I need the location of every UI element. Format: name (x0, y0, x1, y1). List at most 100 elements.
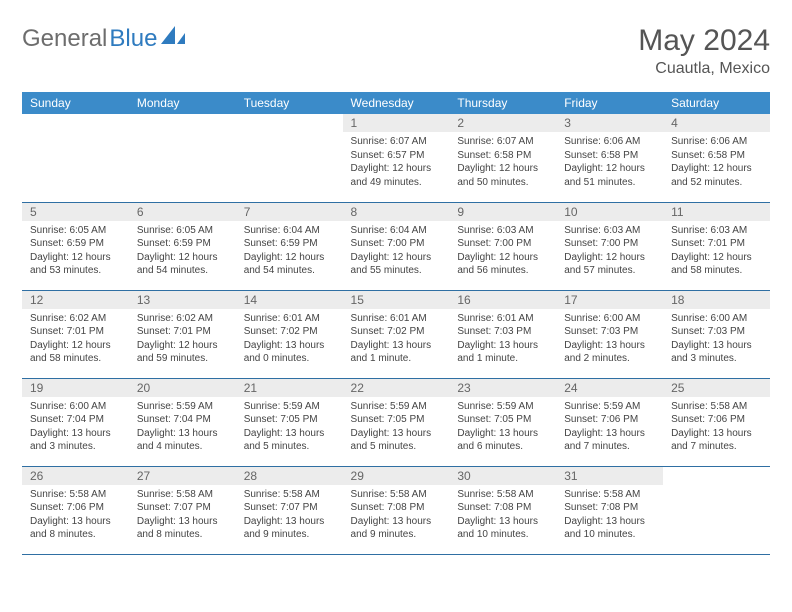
calendar-week-row: 26Sunrise: 5:58 AMSunset: 7:06 PMDayligh… (22, 466, 770, 554)
calendar-week-row: 12Sunrise: 6:02 AMSunset: 7:01 PMDayligh… (22, 290, 770, 378)
day-number: 13 (129, 291, 236, 309)
day-number: 11 (663, 203, 770, 221)
day-number: 5 (22, 203, 129, 221)
calendar-day-cell: 30Sunrise: 5:58 AMSunset: 7:08 PMDayligh… (449, 466, 556, 554)
day-info: Sunrise: 6:06 AMSunset: 6:58 PMDaylight:… (556, 132, 663, 193)
day-info: Sunrise: 6:02 AMSunset: 7:01 PMDaylight:… (22, 309, 129, 370)
day-info: Sunrise: 6:03 AMSunset: 7:00 PMDaylight:… (556, 221, 663, 282)
day-info: Sunrise: 6:03 AMSunset: 7:00 PMDaylight:… (449, 221, 556, 282)
day-info: Sunrise: 6:02 AMSunset: 7:01 PMDaylight:… (129, 309, 236, 370)
day-info: Sunrise: 5:59 AMSunset: 7:05 PMDaylight:… (343, 397, 450, 458)
calendar-header-row: SundayMondayTuesdayWednesdayThursdayFrid… (22, 92, 770, 114)
day-info: Sunrise: 6:01 AMSunset: 7:02 PMDaylight:… (343, 309, 450, 370)
day-info: Sunrise: 6:03 AMSunset: 7:01 PMDaylight:… (663, 221, 770, 282)
calendar-week-row: 1Sunrise: 6:07 AMSunset: 6:57 PMDaylight… (22, 114, 770, 202)
day-info: Sunrise: 6:00 AMSunset: 7:04 PMDaylight:… (22, 397, 129, 458)
calendar-day-cell: 27Sunrise: 5:58 AMSunset: 7:07 PMDayligh… (129, 466, 236, 554)
page-header: GeneralBlue May 2024 Cuautla, Mexico (22, 24, 770, 78)
location-text: Cuautla, Mexico (638, 60, 770, 78)
calendar-day-cell: 9Sunrise: 6:03 AMSunset: 7:00 PMDaylight… (449, 202, 556, 290)
day-number (236, 114, 343, 132)
calendar-day-cell: 31Sunrise: 5:58 AMSunset: 7:08 PMDayligh… (556, 466, 663, 554)
day-info: Sunrise: 6:05 AMSunset: 6:59 PMDaylight:… (129, 221, 236, 282)
brand-text-gray: General (22, 25, 107, 53)
day-info: Sunrise: 5:59 AMSunset: 7:04 PMDaylight:… (129, 397, 236, 458)
calendar-table: SundayMondayTuesdayWednesdayThursdayFrid… (22, 92, 770, 555)
calendar-week-row: 5Sunrise: 6:05 AMSunset: 6:59 PMDaylight… (22, 202, 770, 290)
day-info: Sunrise: 5:58 AMSunset: 7:06 PMDaylight:… (22, 485, 129, 546)
day-number: 29 (343, 467, 450, 485)
calendar-day-cell: 1Sunrise: 6:07 AMSunset: 6:57 PMDaylight… (343, 114, 450, 202)
day-number: 14 (236, 291, 343, 309)
day-info: Sunrise: 6:01 AMSunset: 7:02 PMDaylight:… (236, 309, 343, 370)
calendar-body: 1Sunrise: 6:07 AMSunset: 6:57 PMDaylight… (22, 114, 770, 554)
calendar-day-cell: 10Sunrise: 6:03 AMSunset: 7:00 PMDayligh… (556, 202, 663, 290)
day-number: 23 (449, 379, 556, 397)
weekday-header: Sunday (22, 92, 129, 114)
calendar-day-cell: 3Sunrise: 6:06 AMSunset: 6:58 PMDaylight… (556, 114, 663, 202)
month-title: May 2024 (638, 24, 770, 58)
day-number: 1 (343, 114, 450, 132)
sail-icon (161, 24, 187, 53)
day-number: 2 (449, 114, 556, 132)
brand-logo: GeneralBlue (22, 24, 187, 53)
calendar-day-cell: 25Sunrise: 5:58 AMSunset: 7:06 PMDayligh… (663, 378, 770, 466)
calendar-day-cell: 6Sunrise: 6:05 AMSunset: 6:59 PMDaylight… (129, 202, 236, 290)
calendar-day-cell: 28Sunrise: 5:58 AMSunset: 7:07 PMDayligh… (236, 466, 343, 554)
day-info: Sunrise: 6:04 AMSunset: 6:59 PMDaylight:… (236, 221, 343, 282)
calendar-day-cell: 20Sunrise: 5:59 AMSunset: 7:04 PMDayligh… (129, 378, 236, 466)
day-number: 9 (449, 203, 556, 221)
calendar-day-cell: 2Sunrise: 6:07 AMSunset: 6:58 PMDaylight… (449, 114, 556, 202)
brand-text-blue: Blue (109, 25, 157, 53)
day-number: 25 (663, 379, 770, 397)
day-info: Sunrise: 6:06 AMSunset: 6:58 PMDaylight:… (663, 132, 770, 193)
calendar-day-cell: 16Sunrise: 6:01 AMSunset: 7:03 PMDayligh… (449, 290, 556, 378)
calendar-day-cell: 8Sunrise: 6:04 AMSunset: 7:00 PMDaylight… (343, 202, 450, 290)
calendar-week-row: 19Sunrise: 6:00 AMSunset: 7:04 PMDayligh… (22, 378, 770, 466)
day-number: 27 (129, 467, 236, 485)
calendar-day-cell: 12Sunrise: 6:02 AMSunset: 7:01 PMDayligh… (22, 290, 129, 378)
day-number (663, 467, 770, 485)
day-info: Sunrise: 5:58 AMSunset: 7:08 PMDaylight:… (556, 485, 663, 546)
calendar-page: GeneralBlue May 2024 Cuautla, Mexico Sun… (0, 0, 792, 565)
calendar-day-cell: 14Sunrise: 6:01 AMSunset: 7:02 PMDayligh… (236, 290, 343, 378)
day-number: 4 (663, 114, 770, 132)
weekday-header: Friday (556, 92, 663, 114)
day-number: 28 (236, 467, 343, 485)
day-number: 26 (22, 467, 129, 485)
day-number: 16 (449, 291, 556, 309)
calendar-day-cell (663, 466, 770, 554)
title-block: May 2024 Cuautla, Mexico (638, 24, 770, 78)
day-number: 15 (343, 291, 450, 309)
day-info: Sunrise: 6:07 AMSunset: 6:57 PMDaylight:… (343, 132, 450, 193)
calendar-day-cell: 4Sunrise: 6:06 AMSunset: 6:58 PMDaylight… (663, 114, 770, 202)
day-number (129, 114, 236, 132)
calendar-day-cell: 5Sunrise: 6:05 AMSunset: 6:59 PMDaylight… (22, 202, 129, 290)
day-number: 24 (556, 379, 663, 397)
weekday-header: Tuesday (236, 92, 343, 114)
day-info: Sunrise: 5:59 AMSunset: 7:05 PMDaylight:… (236, 397, 343, 458)
day-info: Sunrise: 6:07 AMSunset: 6:58 PMDaylight:… (449, 132, 556, 193)
weekday-header: Monday (129, 92, 236, 114)
calendar-day-cell: 29Sunrise: 5:58 AMSunset: 7:08 PMDayligh… (343, 466, 450, 554)
day-info: Sunrise: 5:58 AMSunset: 7:07 PMDaylight:… (129, 485, 236, 546)
calendar-day-cell: 7Sunrise: 6:04 AMSunset: 6:59 PMDaylight… (236, 202, 343, 290)
calendar-day-cell: 11Sunrise: 6:03 AMSunset: 7:01 PMDayligh… (663, 202, 770, 290)
calendar-day-cell: 18Sunrise: 6:00 AMSunset: 7:03 PMDayligh… (663, 290, 770, 378)
day-info: Sunrise: 6:05 AMSunset: 6:59 PMDaylight:… (22, 221, 129, 282)
calendar-day-cell: 19Sunrise: 6:00 AMSunset: 7:04 PMDayligh… (22, 378, 129, 466)
day-number: 22 (343, 379, 450, 397)
day-info: Sunrise: 5:58 AMSunset: 7:08 PMDaylight:… (449, 485, 556, 546)
day-number (22, 114, 129, 132)
calendar-day-cell (129, 114, 236, 202)
day-number: 10 (556, 203, 663, 221)
weekday-header: Thursday (449, 92, 556, 114)
day-info: Sunrise: 6:01 AMSunset: 7:03 PMDaylight:… (449, 309, 556, 370)
day-number: 18 (663, 291, 770, 309)
calendar-day-cell: 24Sunrise: 5:59 AMSunset: 7:06 PMDayligh… (556, 378, 663, 466)
day-number: 21 (236, 379, 343, 397)
calendar-day-cell: 17Sunrise: 6:00 AMSunset: 7:03 PMDayligh… (556, 290, 663, 378)
day-info: Sunrise: 6:00 AMSunset: 7:03 PMDaylight:… (556, 309, 663, 370)
day-number: 31 (556, 467, 663, 485)
day-number: 30 (449, 467, 556, 485)
